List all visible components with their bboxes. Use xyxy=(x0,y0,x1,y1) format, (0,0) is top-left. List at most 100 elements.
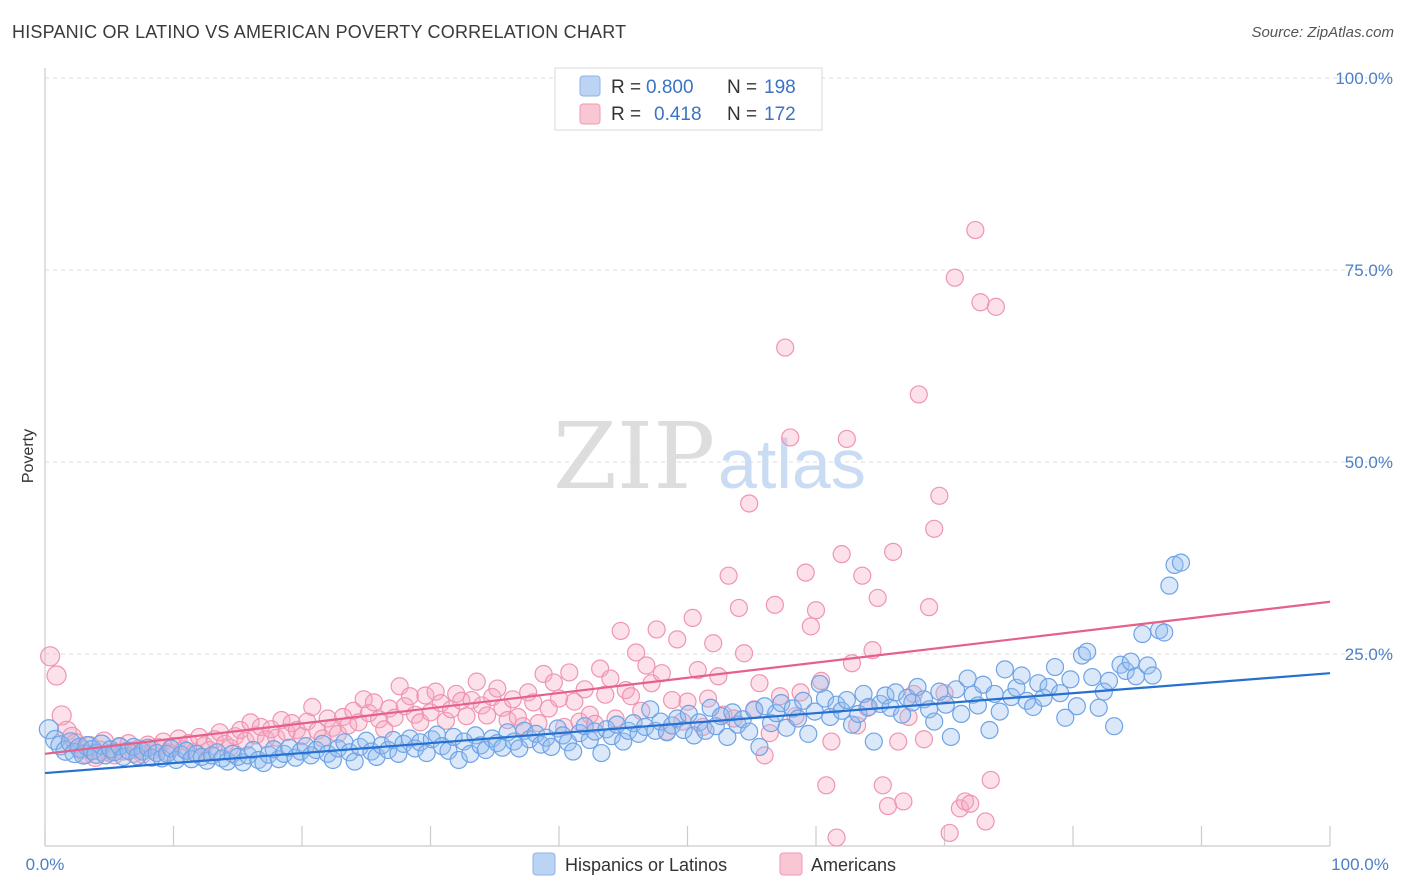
americans-point xyxy=(467,672,486,691)
hispanics-point xyxy=(859,697,878,717)
americans-point xyxy=(51,705,72,726)
legend-n-label-1: N = xyxy=(727,104,757,125)
hispanics-point xyxy=(750,737,769,757)
trend-lines xyxy=(44,600,1331,775)
americans-point xyxy=(611,621,630,641)
legend-bottom-swatch-hispanics xyxy=(532,852,556,876)
americans-trend-line xyxy=(44,600,1331,755)
americans-point xyxy=(940,823,959,843)
hispanics-point xyxy=(674,720,693,740)
y-axis-label: Poverty xyxy=(20,429,37,483)
americans-point xyxy=(354,690,373,709)
americans-point xyxy=(457,707,476,726)
watermark-atlas: atlas xyxy=(718,425,866,503)
americans-point xyxy=(853,566,872,585)
watermark: ZIP atlas xyxy=(553,403,866,510)
y-tick-labels: 25.0% 50.0% 75.0% 100.0% xyxy=(1335,69,1393,664)
americans-point xyxy=(477,706,497,725)
hispanics-point xyxy=(952,704,971,724)
americans-point xyxy=(812,671,831,690)
hispanics-point xyxy=(1143,666,1162,685)
americans-point xyxy=(488,679,507,698)
hispanics-point xyxy=(995,660,1014,679)
americans-point xyxy=(770,687,790,706)
americans-point xyxy=(878,796,898,816)
americans-point xyxy=(359,704,378,723)
americans-point xyxy=(806,601,826,620)
hispanics-point xyxy=(238,746,258,765)
hispanics-point xyxy=(1083,667,1102,687)
legend-r-label-1: R = xyxy=(611,104,641,125)
legend-swatch-americans xyxy=(579,103,601,125)
americans-point xyxy=(668,630,687,649)
americans-point xyxy=(976,812,995,831)
americans-point xyxy=(683,608,702,628)
americans-point xyxy=(647,620,666,639)
hispanics-point xyxy=(1105,717,1124,736)
legend-r-value-0: 0.800 xyxy=(646,77,694,98)
legend-r-value-1: 0.418 xyxy=(654,104,702,125)
americans-point xyxy=(688,661,707,680)
x-tick-label-max: 100.0% xyxy=(1331,855,1389,874)
hispanics-point xyxy=(864,732,883,751)
hispanics-point xyxy=(1024,697,1043,717)
y-tick-label: 75.0% xyxy=(1345,261,1393,280)
americans-point xyxy=(560,663,579,682)
hispanics-point xyxy=(799,724,818,743)
hispanics-point xyxy=(1078,642,1097,661)
americans-point xyxy=(817,776,836,795)
americans-point xyxy=(848,716,867,735)
hispanics-point xyxy=(740,722,759,741)
americans-point xyxy=(925,519,944,538)
americans-point xyxy=(914,730,934,749)
series-americans-points xyxy=(40,220,1006,847)
source-label: Source: ZipAtlas.com xyxy=(1251,24,1394,41)
americans-point xyxy=(734,644,754,663)
americans-point xyxy=(966,220,985,240)
americans-point xyxy=(868,588,887,608)
americans-point xyxy=(776,338,795,357)
americans-point xyxy=(740,494,759,513)
hispanics-point xyxy=(980,720,999,740)
americans-point xyxy=(883,542,903,561)
hispanics-point xyxy=(783,699,802,718)
americans-point xyxy=(765,595,784,614)
hispanics-point xyxy=(946,680,966,699)
watermark-zip: ZIP xyxy=(553,403,715,510)
grid-lines xyxy=(45,77,1390,655)
americans-point xyxy=(822,732,841,751)
hispanics-point xyxy=(1012,666,1031,685)
americans-point xyxy=(750,674,769,693)
americans-point xyxy=(303,697,322,717)
hispanics-point xyxy=(510,739,529,758)
legend-n-value-0: 198 xyxy=(764,77,796,98)
hispanics-point xyxy=(958,669,977,688)
hispanics-point xyxy=(542,737,561,757)
americans-point xyxy=(781,428,800,447)
legend-bottom: Hispanics or Latinos Americans xyxy=(532,852,896,876)
americans-point xyxy=(981,770,1000,790)
hispanics-point xyxy=(925,712,944,731)
legend-r-label-0: R = xyxy=(611,77,641,98)
hispanics-point xyxy=(718,727,737,747)
americans-point xyxy=(426,682,445,701)
legend-bottom-label-hispanics: Hispanics or Latinos xyxy=(565,855,727,875)
legend-bottom-label-americans: Americans xyxy=(811,855,896,875)
hispanics-point xyxy=(417,743,436,763)
americans-point xyxy=(267,728,286,747)
americans-point xyxy=(544,673,563,692)
legend-n-value-1: 172 xyxy=(764,104,796,125)
legend-top: R = 0.800 N = 198 R = 0.418 N = 172 xyxy=(554,67,823,131)
americans-point xyxy=(889,732,908,751)
hispanics-point xyxy=(138,738,157,757)
hispanics-point xyxy=(264,740,283,759)
americans-point xyxy=(719,566,738,585)
americans-point xyxy=(637,656,656,675)
hispanics-point xyxy=(1138,656,1157,675)
hispanics-point xyxy=(794,691,813,710)
hispanics-point xyxy=(815,689,835,708)
hispanics-trend-line xyxy=(44,672,1331,775)
americans-point xyxy=(945,268,964,287)
hispanics-point xyxy=(1045,657,1065,677)
